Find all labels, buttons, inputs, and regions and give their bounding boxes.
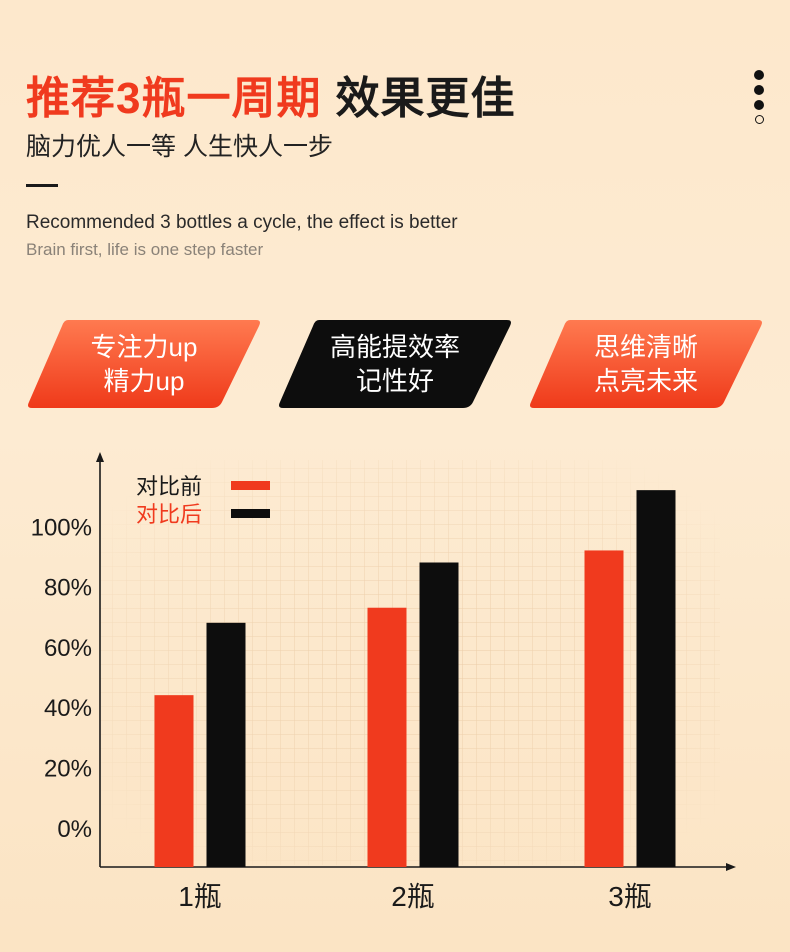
badge-bg-orange <box>28 320 260 408</box>
badge-focus: 专注力up 精力up <box>26 320 262 408</box>
badge-line2: 精力up <box>103 366 185 396</box>
badge-efficiency: 高能提效率 记性好 <box>277 320 513 408</box>
english-subtitle: Brain first, life is one step faster <box>26 240 264 259</box>
badge-line1: 思维清晰 <box>593 332 698 362</box>
y-tick-label: 60% <box>44 635 92 662</box>
bar-before-3 <box>584 550 624 867</box>
bar-after-3 <box>636 490 676 867</box>
bar-before-1 <box>154 695 194 867</box>
badge-line1: 高能提效率 <box>329 332 460 362</box>
dot-icon <box>754 70 764 80</box>
dot-icon <box>754 85 764 95</box>
badge-bg-orange <box>530 320 762 408</box>
legend-swatch <box>231 509 270 518</box>
bar-after-1 <box>206 622 246 867</box>
legend-swatch <box>231 481 270 490</box>
page-subtitle: 脑力优人一等 人生快人一步 <box>26 133 333 161</box>
bar-before-2 <box>367 607 407 867</box>
bar-after-2 <box>419 562 459 867</box>
y-tick-label: 80% <box>44 575 92 602</box>
badge-line2: 点亮未来 <box>593 366 698 396</box>
title-rest: 效果更佳 <box>335 74 516 123</box>
x-tick-label: 1瓶 <box>178 881 222 912</box>
y-tick-label: 40% <box>44 695 92 722</box>
x-tick-label: 2瓶 <box>391 881 435 912</box>
title-highlight: 推荐3瓶一周期 <box>26 74 322 123</box>
english-title: Recommended 3 bottles a cycle, the effec… <box>26 212 458 233</box>
badge-bg-black <box>279 320 511 408</box>
dot-hollow-icon <box>754 115 764 124</box>
badge-line1: 专注力up <box>90 332 198 362</box>
badge-clarity: 思维清晰 点亮未来 <box>528 320 764 408</box>
x-tick-label: 3瓶 <box>608 881 652 912</box>
y-tick-label: 0% <box>57 816 92 843</box>
y-tick-label: 100% <box>31 514 92 541</box>
y-tick-label: 20% <box>44 756 92 783</box>
legend-label: 对比后 <box>136 502 202 527</box>
page-title: 推荐3瓶一周期 效果更佳 <box>26 62 515 126</box>
dot-icon <box>754 100 764 110</box>
more-options-icon[interactable] <box>752 70 766 129</box>
title-divider <box>26 184 58 187</box>
badge-line2: 记性好 <box>355 366 434 396</box>
legend-label: 对比前 <box>136 474 202 499</box>
